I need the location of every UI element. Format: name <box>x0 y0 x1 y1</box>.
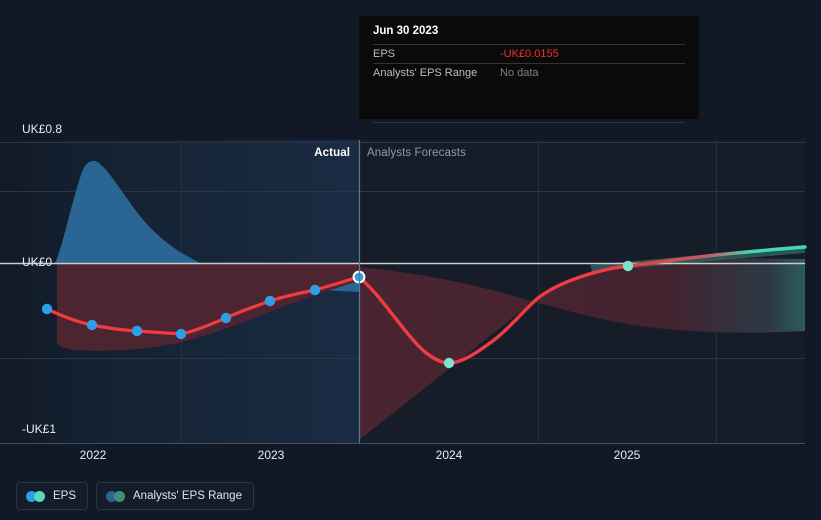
legend-swatch-icon <box>26 490 45 502</box>
tooltip-value-eps: -UK£0.0155 <box>500 48 559 60</box>
range-area-positive <box>55 160 359 292</box>
eps-forecast-markers[interactable] <box>443 260 634 369</box>
band-label-actual: Actual <box>314 147 350 159</box>
legend-label-analysts-eps-range: Analysts' EPS Range <box>133 489 242 502</box>
legend-swatch-icon <box>106 490 126 502</box>
range-area-negative-forecast <box>359 258 805 440</box>
x-axis-label-2025: 2025 <box>613 448 641 462</box>
data-point[interactable] <box>220 312 232 324</box>
plot-area[interactable] <box>0 0 821 450</box>
chart-svg[interactable] <box>0 0 821 450</box>
band-label-forecast: Analysts Forecasts <box>367 147 466 159</box>
data-point[interactable] <box>41 303 53 315</box>
y-axis-label-0: UK£0.8 <box>22 122 63 136</box>
chart-tooltip: Jun 30 2023 EPS -UK£0.0155 Analysts' EPS… <box>359 16 699 123</box>
x-axis-label-2022: 2022 <box>79 448 107 462</box>
data-point[interactable] <box>86 319 98 331</box>
x-axis-label-2023: 2023 <box>257 448 285 462</box>
data-point[interactable] <box>175 328 187 340</box>
tooltip-key-eps: EPS <box>373 48 396 60</box>
tooltip-value-range: No data <box>500 67 539 79</box>
data-point[interactable] <box>309 284 321 296</box>
data-point[interactable] <box>622 260 634 272</box>
eps-actual-markers[interactable] <box>41 284 321 340</box>
tooltip-key-range: Analysts' EPS Range <box>373 67 478 79</box>
chart-legend: EPS Analysts' EPS Range <box>16 482 254 510</box>
tooltip-row-range: Analysts' EPS Range No data <box>373 63 685 82</box>
data-point[interactable] <box>443 357 455 369</box>
tooltip-date: Jun 30 2023 <box>373 25 439 37</box>
x-axis-label-2024: 2024 <box>435 448 463 462</box>
legend-item-eps[interactable]: EPS <box>16 482 89 510</box>
legend-label-eps: EPS <box>53 489 77 502</box>
legend-item-analysts-eps-range[interactable]: Analysts' EPS Range <box>96 482 254 510</box>
data-point[interactable] <box>264 295 276 307</box>
tooltip-spacer <box>373 82 685 123</box>
data-point[interactable] <box>131 325 143 337</box>
tooltip-row-eps: EPS -UK£0.0155 <box>373 44 685 63</box>
eps-forecast-line <box>357 245 807 365</box>
y-axis-label-1: UK£0 <box>22 255 53 269</box>
y-axis-label-2: -UK£1 <box>22 422 57 436</box>
